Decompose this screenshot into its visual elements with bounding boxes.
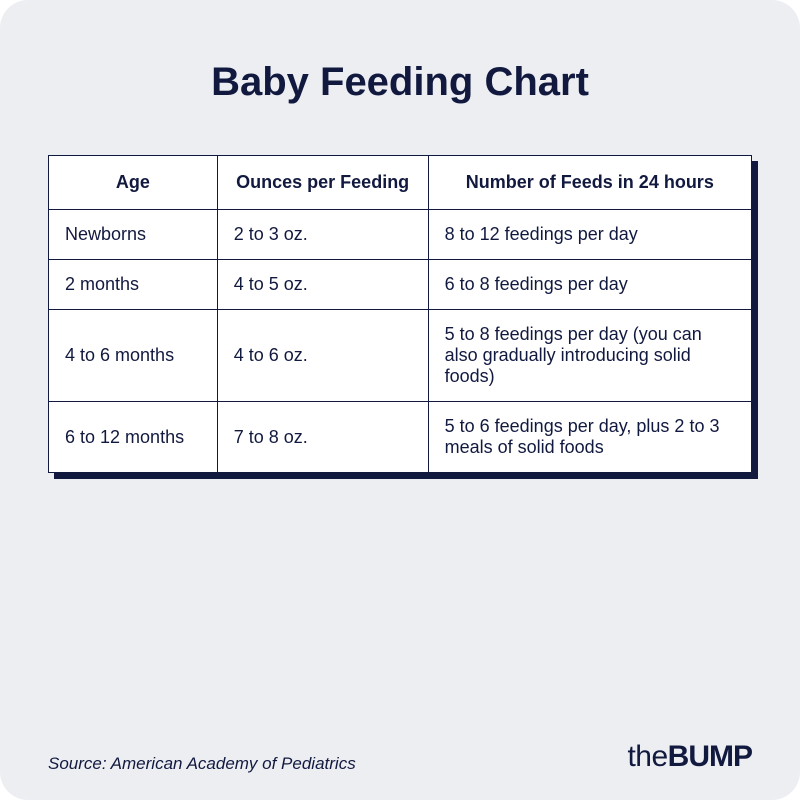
table-header-row: Age Ounces per Feeding Number of Feeds i…: [49, 156, 752, 210]
table-row: 2 months 4 to 5 oz. 6 to 8 feedings per …: [49, 260, 752, 310]
logo-prefix: the: [627, 740, 667, 773]
feeding-table: Age Ounces per Feeding Number of Feeds i…: [48, 155, 752, 473]
column-header-ounces: Ounces per Feeding: [217, 156, 428, 210]
cell-age: Newborns: [49, 210, 218, 260]
column-header-feeds: Number of Feeds in 24 hours: [428, 156, 751, 210]
cell-ounces: 4 to 6 oz.: [217, 310, 428, 402]
cell-age: 4 to 6 months: [49, 310, 218, 402]
chart-card: Baby Feeding Chart Age Ounces per Feedin…: [0, 0, 800, 800]
table-row: 6 to 12 months 7 to 8 oz. 5 to 6 feeding…: [49, 402, 752, 473]
chart-title: Baby Feeding Chart: [48, 60, 752, 105]
source-text: Source: American Academy of Pediatrics: [48, 754, 356, 774]
cell-feeds: 6 to 8 feedings per day: [428, 260, 751, 310]
cell-feeds: 5 to 6 feedings per day, plus 2 to 3 mea…: [428, 402, 751, 473]
column-header-age: Age: [49, 156, 218, 210]
cell-ounces: 7 to 8 oz.: [217, 402, 428, 473]
logo-main: BUMP: [668, 740, 752, 773]
cell-ounces: 2 to 3 oz.: [217, 210, 428, 260]
table-row: 4 to 6 months 4 to 6 oz. 5 to 8 feedings…: [49, 310, 752, 402]
cell-feeds: 5 to 8 feedings per day (you can also gr…: [428, 310, 751, 402]
cell-age: 2 months: [49, 260, 218, 310]
table-container: Age Ounces per Feeding Number of Feeds i…: [48, 155, 752, 473]
cell-feeds: 8 to 12 feedings per day: [428, 210, 751, 260]
cell-ounces: 4 to 5 oz.: [217, 260, 428, 310]
brand-logo: theBUMP: [627, 740, 752, 774]
table-row: Newborns 2 to 3 oz. 8 to 12 feedings per…: [49, 210, 752, 260]
footer: Source: American Academy of Pediatrics t…: [48, 740, 752, 774]
cell-age: 6 to 12 months: [49, 402, 218, 473]
